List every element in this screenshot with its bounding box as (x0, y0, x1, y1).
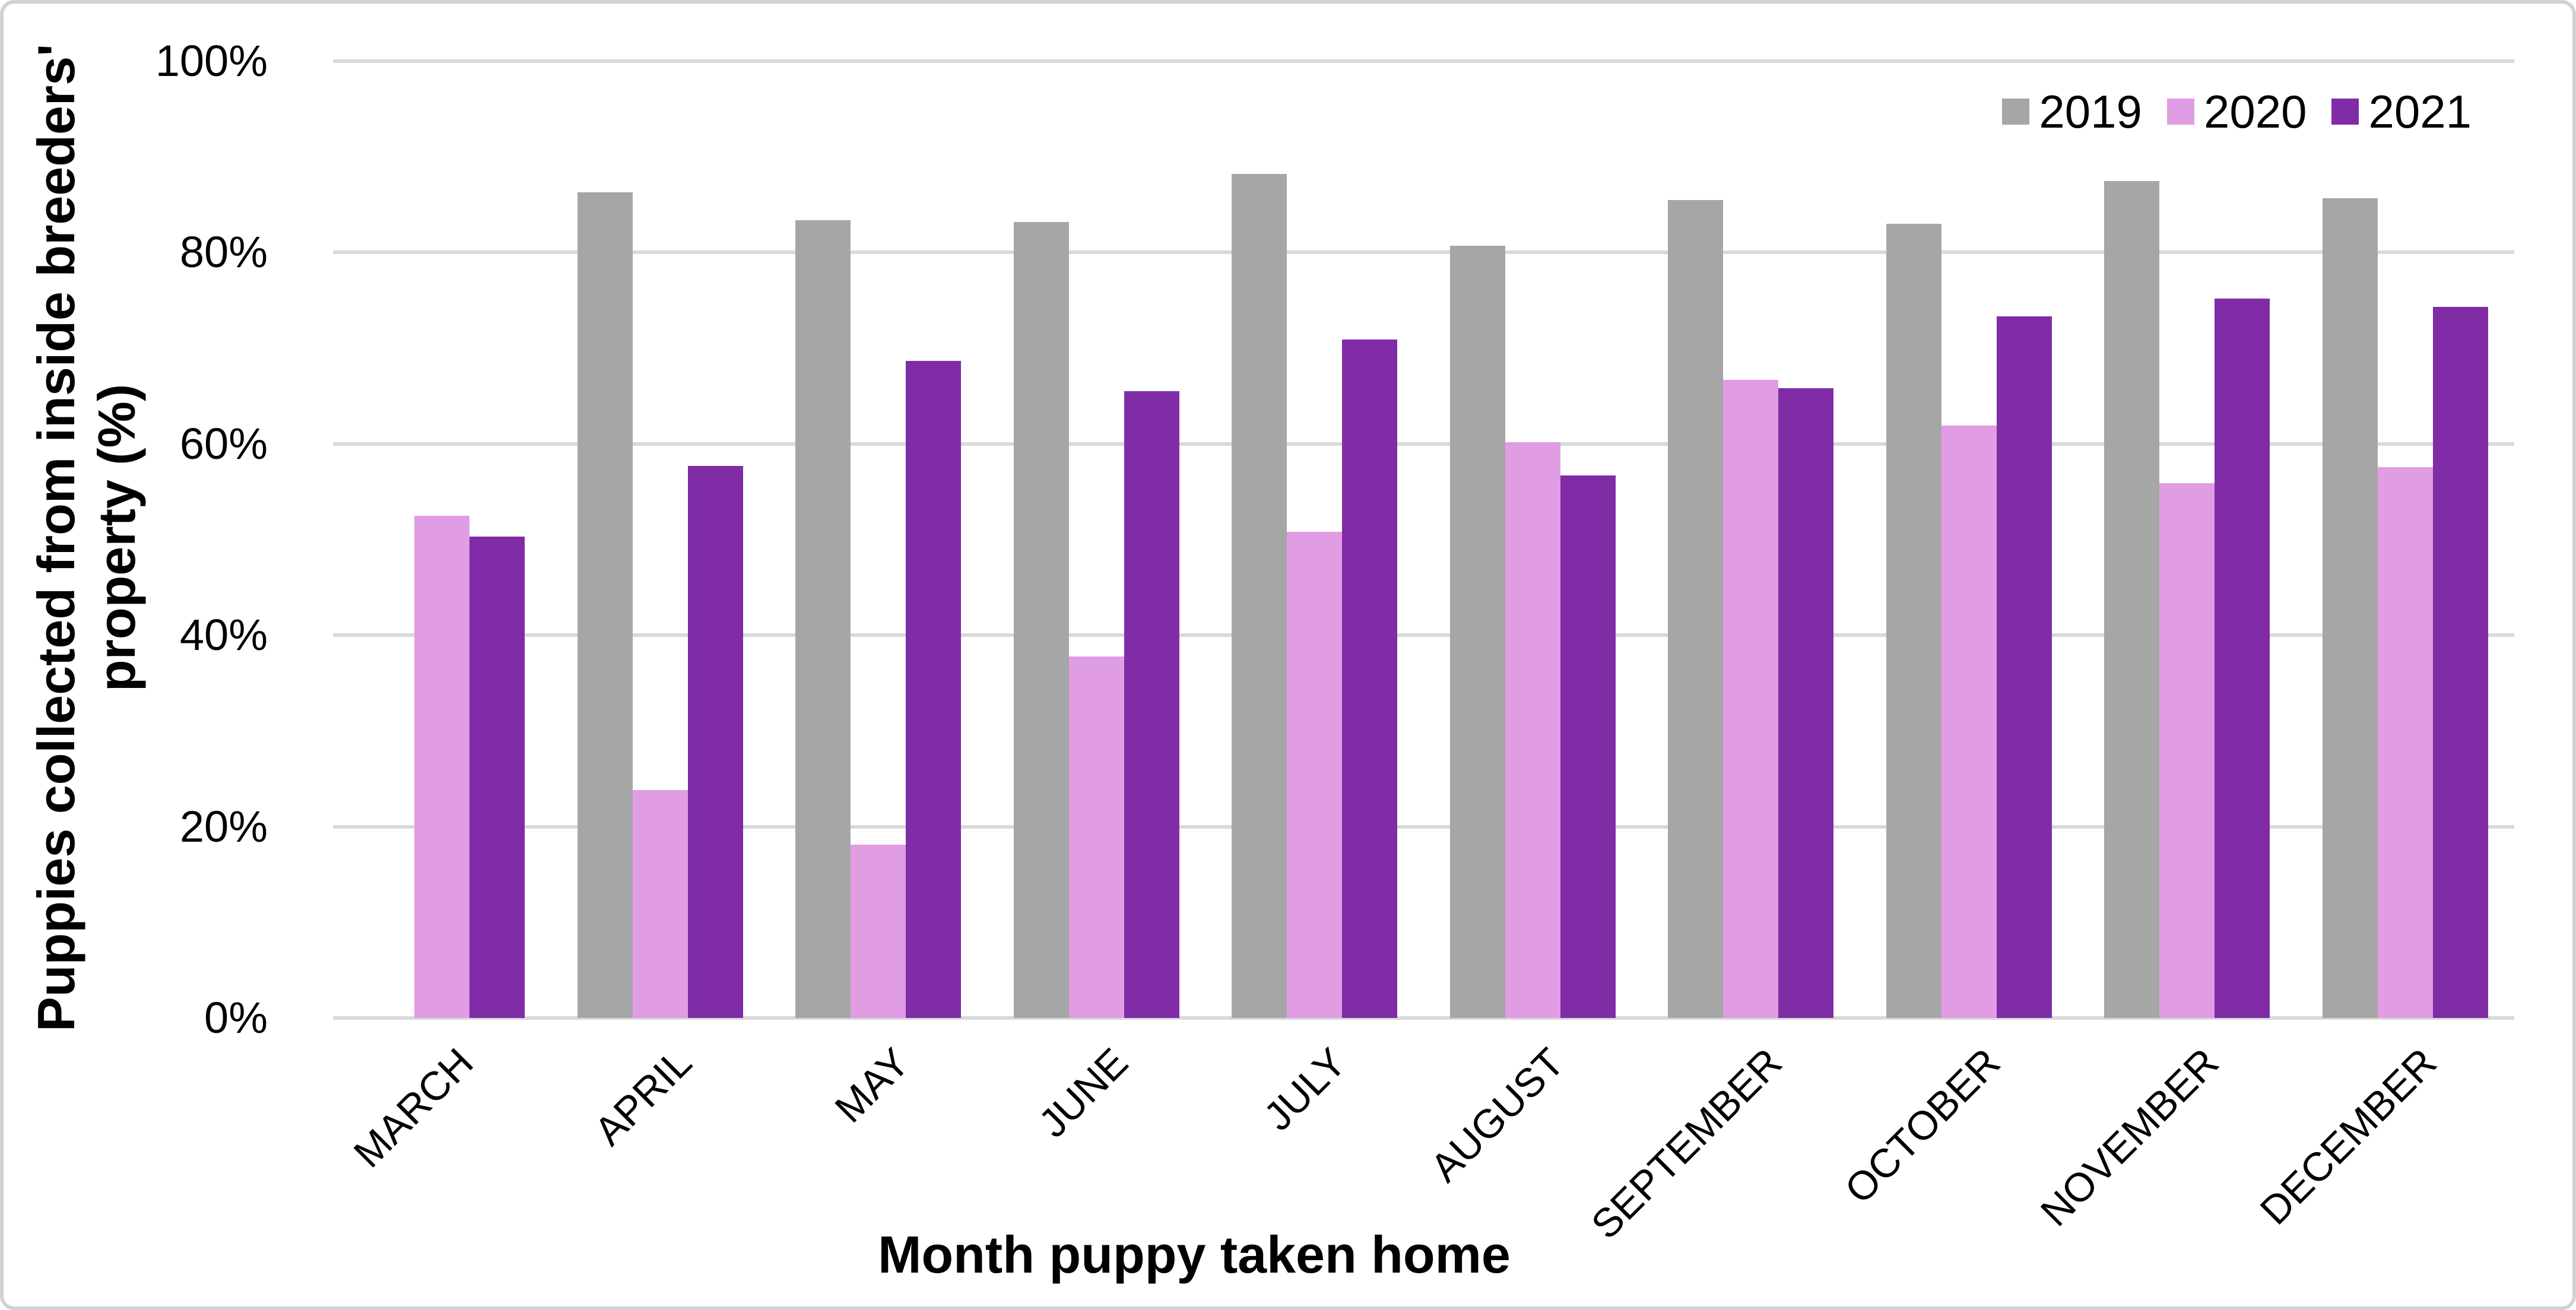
legend-item-2020: 2020 (2166, 85, 2307, 138)
gridline-40% (333, 633, 2514, 637)
bar-2020-september (1723, 379, 1779, 1018)
legend: 2019 2020 2021 (2002, 87, 2472, 136)
y-tick-label-60%: 60% (179, 418, 268, 468)
bar-group-december (2296, 61, 2515, 1018)
legend-item-2019: 2019 (2002, 87, 2142, 136)
bar-2019-july (1232, 174, 1287, 1018)
bar-group-august (1424, 61, 1642, 1018)
y-tick-label-20%: 20% (179, 801, 268, 851)
x-tick-label-september: SEPTEMBER (1582, 1039, 1791, 1248)
gridline-60% (333, 442, 2514, 446)
x-tick-label-may: MAY (826, 1039, 919, 1131)
x-tick-label-march: MARCH (345, 1039, 483, 1176)
bar-2019-october (1886, 224, 1941, 1018)
bar-2020-august (1505, 442, 1560, 1018)
bars-layer (333, 61, 2514, 1018)
y-tick-label-40%: 40% (179, 610, 268, 660)
bar-group-july (1205, 61, 1424, 1018)
bar-group-may (769, 61, 988, 1018)
bar-2019-august (1449, 246, 1505, 1018)
bar-2019-april (577, 192, 633, 1018)
bar-2020-april (632, 790, 688, 1018)
bar-2021-november (2215, 298, 2270, 1018)
bar-2021-september (1778, 388, 1834, 1018)
x-tick-label-november: NOVEMBER (2032, 1039, 2228, 1235)
bar-2021-may (906, 360, 962, 1018)
x-tick-label-august: AUGUST (1422, 1039, 1573, 1191)
bar-2019-june (1013, 221, 1069, 1018)
x-tick-label-october: OCTOBER (1836, 1039, 2009, 1213)
plot-area (333, 59, 2514, 1020)
bar-2020-may (851, 845, 906, 1018)
bar-2019-may (795, 220, 851, 1018)
bar-2019-november (2104, 180, 2160, 1018)
gridline-100% (333, 59, 2514, 63)
y-tick-label-0%: 0% (204, 993, 268, 1042)
bar-group-june (988, 61, 1206, 1018)
bar-2021-october (1996, 316, 2052, 1018)
bar-2020-june (1068, 656, 1124, 1018)
y-axis-tick-labels: 0% 20% 40% 60% 80% 100% (4, 37, 268, 1042)
bar-2021-june (1124, 391, 1179, 1018)
x-axis-title: Month puppy taken home (878, 1225, 1511, 1284)
bar-group-march (333, 61, 551, 1018)
x-tick-label-july: JULY (1255, 1039, 1355, 1140)
bar-group-april (551, 61, 770, 1018)
legend-swatch-2021 (2331, 99, 2359, 125)
legend-label-2020: 2020 (2203, 85, 2307, 138)
bar-2020-july (1287, 532, 1343, 1018)
bar-2021-july (1342, 340, 1398, 1018)
bar-2021-april (687, 465, 743, 1018)
bar-group-september (1642, 61, 1860, 1018)
y-tick-label-100%: 100% (155, 36, 268, 85)
bar-2019-december (2322, 198, 2378, 1018)
legend-swatch-2019 (2002, 99, 2030, 125)
x-tick-label-june: JUNE (1030, 1039, 1137, 1146)
bar-2021-august (1560, 475, 1616, 1018)
bar-2020-march (414, 515, 470, 1018)
bar-2021-march (469, 537, 525, 1018)
x-tick-label-april: APRIL (585, 1039, 700, 1154)
bar-2020-december (2377, 467, 2433, 1018)
bar-2021-december (2432, 307, 2488, 1018)
legend-label-2021: 2021 (2368, 85, 2472, 138)
bar-2020-october (1941, 426, 1997, 1018)
legend-swatch-2020 (2166, 99, 2194, 125)
gridline-80% (333, 250, 2514, 255)
bar-group-november (2078, 61, 2296, 1018)
bar-2019-september (1668, 199, 1724, 1018)
legend-label-2019: 2019 (2039, 85, 2142, 138)
bar-2020-november (2159, 483, 2215, 1018)
bar-group-october (1860, 61, 2079, 1018)
x-tick-label-december: DECEMBER (2251, 1039, 2445, 1233)
gridline-20% (333, 824, 2514, 829)
y-tick-label-80%: 80% (179, 227, 268, 277)
gridline-0% (333, 1016, 2514, 1020)
legend-item-2021: 2021 (2331, 87, 2472, 136)
